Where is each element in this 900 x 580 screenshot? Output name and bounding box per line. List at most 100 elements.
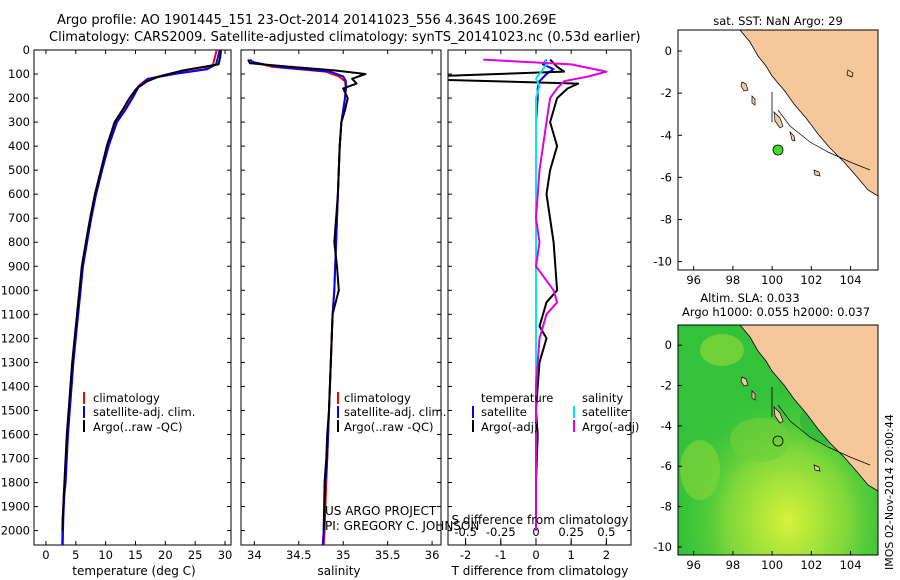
sla-map-title-1: Altim. SLA: 0.033: [700, 291, 799, 305]
map-x-tick-label: 102: [800, 558, 822, 572]
x-tick-label: 35.5: [375, 548, 401, 562]
imos-stamp: IMOS 02-Nov-2014 20:00:44: [883, 414, 896, 570]
sla-map-sea-patch: [700, 334, 744, 366]
x-tick-label: 10: [98, 548, 113, 562]
series-line-climatology: [249, 58, 347, 545]
y-tick-label: 100: [8, 67, 30, 81]
x-tick-label: 0: [42, 548, 49, 562]
sst-map-frame: [677, 29, 879, 271]
s-tick-label: 0.5: [597, 525, 615, 539]
map-x-tick-label: 104: [840, 273, 862, 287]
map-y-tick-label: 0: [665, 338, 672, 352]
legend-label-satellite: satellite-adj. clim.: [93, 405, 195, 419]
s-tick-label: 0: [532, 525, 539, 539]
sst-map-land-sumatra: [739, 30, 878, 197]
sst-map: [678, 30, 878, 270]
map-y-tick-label: -2: [661, 86, 672, 100]
y-tick-label: 1500: [1, 403, 30, 417]
salinity-axes: 34 34.5 35 35.5 36: [241, 49, 441, 562]
map-y-tick-label: 0: [665, 44, 672, 58]
sst-map-island: [751, 95, 756, 106]
sst-map-island: [740, 81, 749, 92]
sla-map-coast-inner: [777, 404, 871, 466]
y-tick-label: 1700: [1, 451, 30, 465]
legend-label-argo: Argo(..raw -QC): [93, 420, 183, 434]
y-tick-label: 1000: [1, 283, 30, 297]
series-line-argo-raw-qc: [61, 50, 222, 531]
difference-xlabel: T difference from climatology: [451, 564, 629, 578]
sst-map-island: [846, 69, 854, 78]
legend-label-climatology: climatology: [344, 391, 411, 405]
series-line-satellite-adj-clim: [249, 58, 347, 545]
y-tick-label: 1800: [1, 476, 30, 490]
map-x-tick-label: 98: [726, 558, 741, 572]
sla-map-island: [740, 376, 749, 387]
x-tick-label: 34.5: [286, 548, 312, 562]
y-tick-label: 1100: [1, 307, 30, 321]
x-tick-label: 25: [188, 548, 203, 562]
s-tick-label: 0.25: [558, 525, 584, 539]
difference-legend: temperature satellite Argo(-adj) salinit…: [472, 391, 639, 434]
temperature-legend: climatology satellite-adj. clim. Argo(..…: [83, 391, 195, 434]
y-tick-label: 200: [8, 91, 30, 105]
legend-label-satellite: satellite-adj. clim.: [344, 405, 446, 419]
map-y-tick-label: -4: [661, 419, 672, 433]
map-x-tick-label: 96: [686, 273, 701, 287]
x-tick-label: 36: [425, 548, 440, 562]
y-tick-label: 700: [8, 211, 30, 225]
y-tick-label: 1600: [1, 427, 30, 441]
y-tick-label: 1200: [1, 331, 30, 345]
legend-title-salinity: salinity: [582, 391, 623, 405]
legend-label-argo: Argo(..raw -QC): [344, 420, 434, 434]
credit-pi: PI: GREGORY C. JOHNSON: [325, 519, 479, 533]
map-y-tick-label: -2: [661, 379, 672, 393]
salinity-legend: climatology satellite-adj. clim. Argo(..…: [337, 391, 446, 434]
map-y-tick-label: -10: [653, 540, 672, 554]
salinity-plot-frame: [240, 49, 442, 546]
y-tick-label: 1900: [1, 500, 30, 514]
legend-label-temp-satellite: satellite: [481, 405, 527, 419]
y-tick-label: 900: [8, 259, 30, 273]
x-tick-label: 30: [218, 548, 233, 562]
map-y-tick-label: -8: [661, 500, 672, 514]
legend-label-sal-satellite: satellite: [582, 405, 628, 419]
figure-title-line2: Climatology: CARS2009. Satellite-adjuste…: [49, 30, 641, 45]
map-y-tick-label: -4: [661, 128, 672, 142]
sst-map-island: [789, 130, 796, 142]
legend-label-sal-argo: Argo(-adj): [582, 420, 639, 434]
sst-map-island: [813, 169, 821, 177]
map-y-tick-label: -8: [661, 212, 672, 226]
salinity-xlabel: salinity: [317, 564, 360, 578]
credit-project: US ARGO PROJECT: [325, 504, 437, 518]
map-y-tick-label: -6: [661, 170, 672, 184]
sla-map-sea-patch: [730, 418, 790, 462]
map-x-tick-label: 98: [726, 273, 741, 287]
x-tick-label: 15: [128, 548, 143, 562]
map-x-tick-label: 100: [761, 558, 783, 572]
salinity-series: [247, 58, 367, 545]
x-tick-label: -1: [495, 548, 506, 562]
x-tick-label: 1: [568, 548, 575, 562]
temperature-plot-frame: [33, 49, 232, 546]
map-y-tick-label: -10: [653, 255, 672, 269]
s-tick-label: -0.25: [486, 525, 516, 539]
legend-title-temperature: temperature: [481, 391, 553, 405]
x-tick-label: 20: [158, 548, 173, 562]
sla-map-sea-patch: [680, 440, 720, 500]
y-tick-label: 300: [8, 115, 30, 129]
y-tick-label: 2000: [1, 524, 30, 538]
sst-map-coast-inner: [777, 109, 871, 171]
sst-map-title: sat. SST: NaN Argo: 29: [713, 14, 843, 28]
sla-map-frame: [677, 324, 879, 556]
legend-label-temp-argo: Argo(-adj): [481, 420, 538, 434]
map-x-tick-label: 104: [840, 558, 862, 572]
series-line-argo-raw-qc: [247, 59, 367, 531]
temperature-axes: 0100200300400500600700800900100011001200…: [1, 43, 233, 562]
sla-map-island: [813, 464, 821, 472]
series-line-climatology: [61, 50, 218, 545]
difference-series: [448, 58, 608, 531]
y-tick-label: 600: [8, 187, 30, 201]
x-tick-label: 2: [603, 548, 610, 562]
y-tick-label: 0: [23, 43, 30, 57]
